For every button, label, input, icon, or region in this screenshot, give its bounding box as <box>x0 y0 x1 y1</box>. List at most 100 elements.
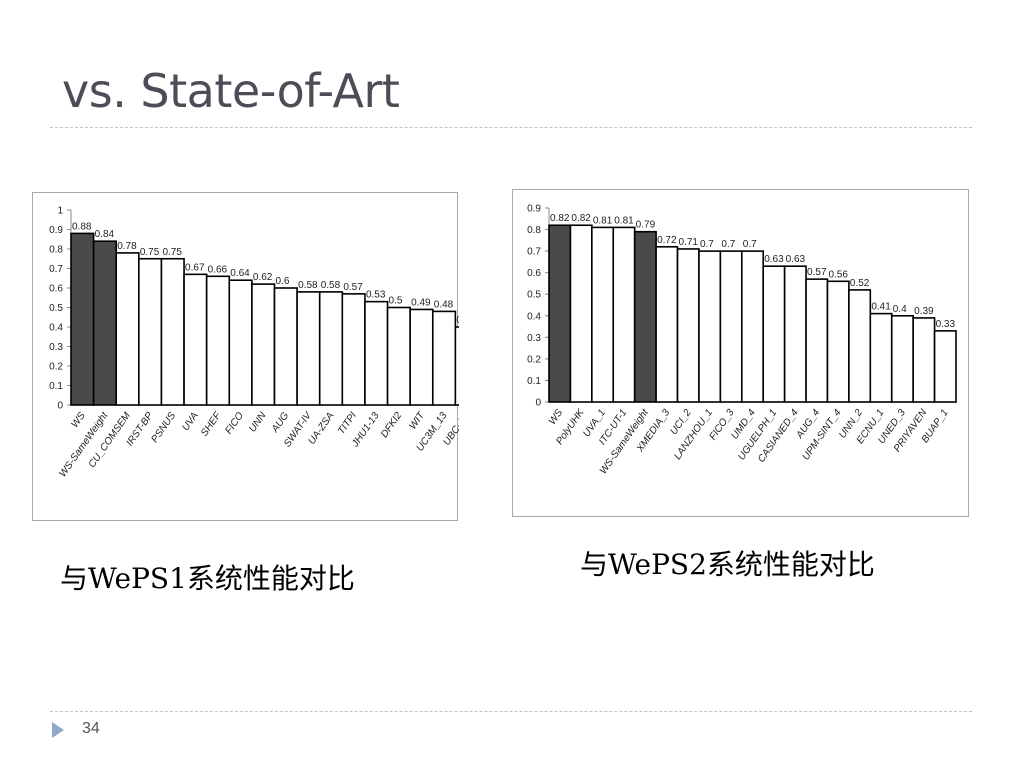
slide-title: vs. State-of-Art <box>62 64 400 118</box>
bar <box>783 265 807 403</box>
bar-value-label: 0.75 <box>162 247 182 258</box>
bar-value-label: 0.72 <box>657 235 677 246</box>
x-tick-label: FICO <box>223 410 246 436</box>
bar <box>655 245 679 403</box>
bar <box>160 257 185 406</box>
y-tick-label: 0.6 <box>49 284 63 295</box>
y-tick-label: 0.9 <box>49 225 63 236</box>
bar-value-label: 0.67 <box>185 262 205 273</box>
bar <box>454 326 459 406</box>
y-tick-label: 0.7 <box>527 247 541 258</box>
x-tick-label: WS <box>547 407 565 427</box>
y-tick-label: 0.8 <box>527 225 541 236</box>
bar <box>138 257 163 406</box>
bar <box>805 278 829 403</box>
y-tick-label: 0.9 <box>527 204 541 215</box>
bar-value-label: 0.82 <box>571 213 591 224</box>
bar-value-label: 0.57 <box>807 267 827 278</box>
bar <box>115 252 140 406</box>
bar-value-label: 0.4 <box>893 304 907 315</box>
bar-value-label: 0.57 <box>343 282 363 293</box>
weps2-caption: 与WePS2系统性能对比 <box>580 548 875 581</box>
bar-value-label: 0.82 <box>550 213 570 224</box>
bar <box>912 317 936 403</box>
bar-value-label: 0.4 <box>456 315 459 326</box>
bar-value-label: 0.64 <box>230 268 250 279</box>
bar <box>70 232 95 406</box>
y-tick-label: 0 <box>535 398 541 409</box>
bar <box>676 248 700 403</box>
bar-value-label: 0.66 <box>208 264 228 275</box>
bar-value-label: 0.81 <box>614 215 634 226</box>
bar <box>890 314 914 403</box>
y-tick-label: 0.7 <box>49 264 63 275</box>
bar-value-label: 0.71 <box>679 237 699 248</box>
bar-value-label: 0.58 <box>321 280 341 291</box>
bar-value-label: 0.56 <box>828 269 848 280</box>
y-tick-label: 0.1 <box>49 381 63 392</box>
y-tick-label: 0.6 <box>527 268 541 279</box>
bar-value-label: 0.39 <box>914 306 934 317</box>
bar-value-label: 0.53 <box>366 290 386 301</box>
y-tick-label: 0.2 <box>527 354 541 365</box>
bar <box>548 224 572 403</box>
x-tick-label: PSNUS <box>149 410 178 445</box>
bar-value-label: 0.75 <box>140 247 160 258</box>
bar <box>296 291 321 406</box>
bar <box>409 308 434 406</box>
bar-value-label: 0.84 <box>95 229 115 240</box>
bar <box>869 312 893 403</box>
bar-value-label: 0.63 <box>786 254 806 265</box>
bar <box>826 280 850 403</box>
title-divider <box>50 127 972 128</box>
bar-value-label: 0.62 <box>253 272 273 283</box>
bar-value-label: 0.79 <box>636 220 656 231</box>
x-tick-label: DFKI2 <box>379 410 405 440</box>
bar <box>591 226 615 403</box>
bar <box>933 330 957 403</box>
weps1-caption: 与WePS1系统性能对比 <box>60 562 355 595</box>
y-tick-label: 0.5 <box>527 290 541 301</box>
bar <box>273 287 298 406</box>
y-tick-label: 0.1 <box>527 376 541 387</box>
weps1-bar-chart: 0 0.1 0.2 0.3 0.4 0.5 0.6 0.7 0.8 0.9 1 0.88 WS 0.84 W… <box>32 192 459 521</box>
bar <box>341 293 366 406</box>
bar-value-label: 0.7 <box>721 239 735 250</box>
bar <box>318 291 344 406</box>
y-tick-label: 0 <box>57 401 63 412</box>
y-tick-label: 1 <box>57 206 63 217</box>
bar <box>740 250 765 403</box>
bar <box>251 283 276 406</box>
x-tick-label: AUG <box>269 410 291 435</box>
bar-value-label: 0.88 <box>72 221 92 232</box>
y-tick-label: 0.2 <box>49 362 63 373</box>
bar <box>228 279 253 406</box>
weps2-bar-chart: 0 0.1 0.2 0.3 0.4 0.5 0.6 0.7 0.8 0.9 0.82 WS 0.82 Po… <box>512 189 969 517</box>
bar <box>633 230 657 403</box>
y-tick-label: 0.4 <box>49 323 63 334</box>
bar <box>848 289 872 403</box>
x-tick-label: WIT <box>407 410 427 432</box>
bar-value-label: 0.7 <box>743 239 757 250</box>
bar <box>183 273 208 406</box>
bar-value-label: 0.33 <box>936 319 956 330</box>
x-tick-label: WS <box>70 410 88 430</box>
bar-value-label: 0.41 <box>871 302 891 313</box>
bar <box>364 300 389 406</box>
x-tick-label: TITPI <box>336 410 359 437</box>
chart-svg: 00.10.20.30.40.50.60.70.80.90.82WS0.82Po… <box>527 204 957 476</box>
y-tick-label: 0.3 <box>527 333 541 344</box>
bar <box>612 226 636 403</box>
footer-divider <box>50 711 972 712</box>
bar <box>205 275 231 406</box>
x-tick-label: UNN <box>247 410 269 435</box>
x-tick-label: UVA <box>180 410 201 433</box>
bar-value-label: 0.7 <box>700 239 714 250</box>
bar-value-label: 0.63 <box>764 254 784 265</box>
bar-value-label: 0.52 <box>850 278 870 289</box>
bar-value-label: 0.58 <box>298 280 318 291</box>
page-number: 34 <box>82 720 100 737</box>
bar-value-label: 0.48 <box>434 299 454 310</box>
bar <box>719 250 743 403</box>
bar <box>698 250 722 403</box>
